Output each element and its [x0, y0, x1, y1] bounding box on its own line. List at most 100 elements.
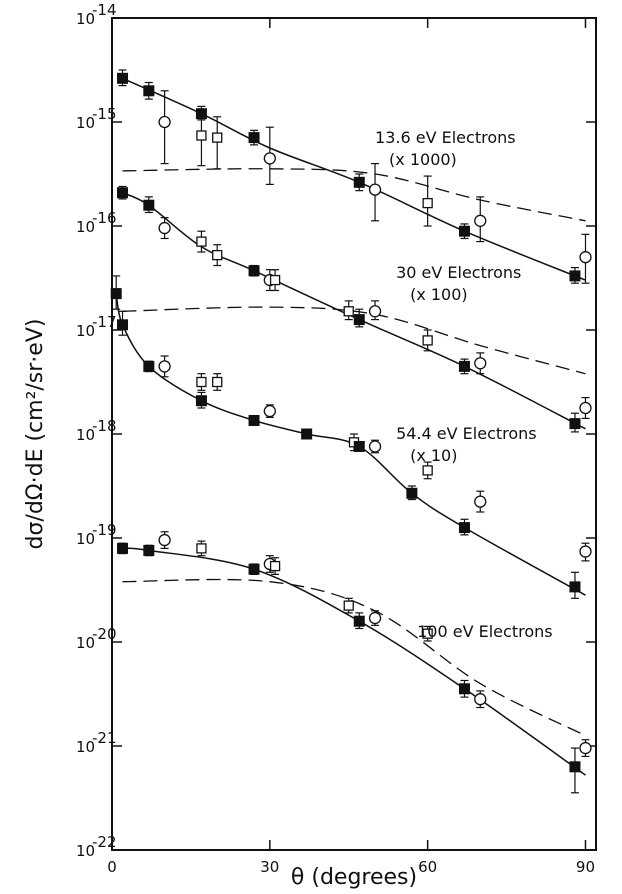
filled-square-point [569, 761, 581, 773]
y-tick-label: 10-20 [76, 625, 117, 652]
open-circle-point [579, 251, 592, 264]
filled-square-point [248, 414, 260, 426]
series-label: 54.4 eV Electrons [396, 424, 537, 443]
x-axis-title: θ (degrees) [291, 865, 417, 890]
filled-square-point [353, 176, 365, 188]
open-square-point [269, 560, 281, 572]
fit-curve [122, 547, 586, 776]
theory-curve [122, 168, 586, 222]
x-tick-label: 0 [107, 858, 117, 876]
open-circle-point [368, 183, 382, 196]
open-circle-point [158, 533, 171, 547]
open-circle-point [158, 221, 171, 235]
filled-square-point [117, 319, 129, 331]
y-tick-label: 10-17 [76, 313, 117, 340]
filled-square-point [117, 187, 129, 199]
y-tick-exponent: -19 [92, 521, 117, 539]
fit-curve [115, 293, 586, 596]
y-tick-label: 10-16 [76, 209, 117, 236]
open-square-point [422, 465, 433, 476]
y-tick-label: 10-22 [76, 833, 117, 860]
series-label: (x 100) [410, 285, 468, 304]
series-label: 100 eV Electrons [417, 622, 552, 641]
theory-curves [122, 168, 586, 737]
open-circle-point [474, 495, 487, 508]
series-points [110, 275, 592, 599]
open-square-point [422, 197, 433, 209]
open-square-point [196, 130, 207, 141]
x-tick-label: 30 [260, 858, 279, 876]
filled-square-point [458, 360, 470, 372]
y-tick-base: 10 [76, 10, 95, 28]
x-tick-label: 90 [576, 858, 595, 876]
filled-square-point [248, 563, 260, 575]
filled-square-point [143, 360, 155, 372]
series-points [117, 185, 592, 433]
series-labels: 13.6 eV Electrons (x 1000) 30 eV Electrons… [375, 128, 553, 641]
y-tick-exponent: -17 [92, 313, 117, 331]
data-points [110, 69, 592, 794]
filled-square-point [143, 544, 155, 556]
y-tick-label: 10-14 [76, 1, 117, 28]
y-tick-base: 10 [76, 322, 95, 340]
filled-square-point [110, 288, 122, 300]
open-square-point [269, 274, 281, 286]
open-square-point [212, 249, 223, 261]
series-points [117, 531, 592, 794]
open-circle-point [368, 611, 382, 625]
open-circle-point [158, 360, 171, 373]
open-circle-point [158, 115, 171, 129]
filled-square-point [248, 132, 260, 144]
y-tick-base: 10 [76, 426, 95, 444]
open-square-point [212, 132, 223, 143]
open-circle-point [474, 214, 487, 227]
y-tick-label: 10-18 [76, 417, 117, 444]
y-tick-exponent: -21 [92, 729, 117, 747]
x-tick-label: 60 [418, 858, 437, 876]
series-label: 30 eV Electrons [396, 263, 521, 282]
open-circle-point [263, 404, 276, 418]
series-label: (x 10) [410, 446, 457, 465]
y-tick-base: 10 [76, 114, 95, 132]
y-tick-exponent: -18 [92, 417, 117, 435]
open-square-point [422, 628, 433, 639]
y-tick-base: 10 [76, 842, 95, 860]
axis-ticks: 0 30 60 9010-1410-1510-1610-1710-1810-1910-… [76, 1, 596, 876]
filled-square-point [458, 522, 470, 534]
filled-square-point [406, 487, 418, 499]
y-tick-base: 10 [76, 530, 95, 548]
filled-square-point [569, 270, 581, 282]
open-square-point [212, 376, 223, 388]
open-square-point [343, 600, 354, 611]
y-tick-exponent: -16 [92, 209, 117, 227]
filled-square-point [569, 581, 581, 593]
open-circle-point [368, 440, 382, 453]
y-tick-base: 10 [76, 634, 95, 652]
series-label: 13.6 eV Electrons [375, 128, 516, 147]
open-circle-point [579, 545, 592, 558]
filled-square-point [143, 85, 155, 97]
filled-square-point [458, 225, 470, 237]
open-circle-point [263, 152, 276, 165]
open-square-point [422, 335, 433, 346]
filled-square-point [195, 108, 207, 120]
open-circle-point [368, 305, 382, 318]
series-label: (x 1000) [389, 150, 457, 169]
y-tick-exponent: -14 [92, 1, 117, 19]
y-axis-title: dσ/dΩ·dE (cm²/sr·eV) [23, 319, 48, 550]
filled-square-point [569, 418, 581, 430]
filled-square-point [195, 395, 207, 407]
y-tick-exponent: -15 [92, 105, 117, 123]
y-tick-label: 10-19 [76, 521, 117, 548]
y-tick-label: 10-15 [76, 105, 117, 132]
open-circle-point [579, 401, 592, 415]
open-square-point [343, 306, 354, 317]
filled-square-point [353, 440, 365, 452]
open-square-point [196, 376, 207, 388]
filled-square-point [117, 542, 129, 554]
y-tick-exponent: -22 [92, 833, 117, 851]
filled-square-point [117, 72, 129, 84]
filled-square-point [353, 314, 365, 326]
y-tick-base: 10 [76, 218, 95, 236]
